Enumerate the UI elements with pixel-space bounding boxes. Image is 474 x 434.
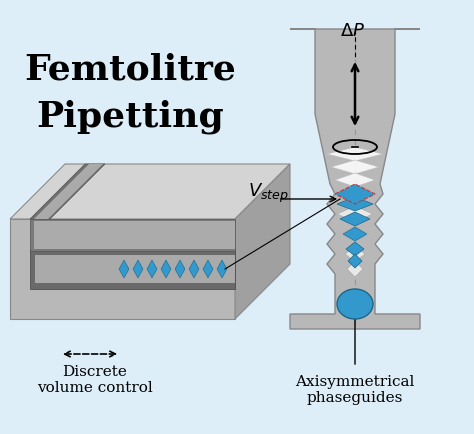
Polygon shape — [217, 260, 227, 278]
Polygon shape — [30, 250, 235, 289]
Polygon shape — [333, 187, 377, 203]
Polygon shape — [30, 164, 105, 220]
Polygon shape — [335, 184, 375, 204]
Polygon shape — [335, 174, 375, 187]
Text: Axisymmetrical
phaseguides: Axisymmetrical phaseguides — [295, 374, 415, 404]
Polygon shape — [203, 260, 213, 278]
Text: $V_{step}$: $V_{step}$ — [248, 181, 289, 204]
Polygon shape — [235, 164, 290, 319]
Polygon shape — [331, 161, 379, 174]
Text: $\Delta P$: $\Delta P$ — [340, 22, 365, 40]
Polygon shape — [10, 220, 235, 319]
Polygon shape — [345, 247, 365, 263]
Text: Discrete
volume control: Discrete volume control — [37, 364, 153, 395]
Polygon shape — [327, 148, 383, 161]
Polygon shape — [34, 164, 103, 220]
Polygon shape — [10, 164, 290, 220]
Polygon shape — [347, 261, 363, 277]
Text: Femtolitre: Femtolitre — [24, 52, 236, 86]
Polygon shape — [337, 207, 373, 223]
Polygon shape — [189, 260, 199, 278]
Polygon shape — [290, 30, 420, 329]
Polygon shape — [133, 260, 143, 278]
Polygon shape — [343, 227, 367, 241]
Polygon shape — [175, 260, 185, 278]
Polygon shape — [346, 243, 364, 256]
Polygon shape — [161, 260, 171, 278]
Polygon shape — [119, 260, 129, 278]
Polygon shape — [340, 213, 370, 227]
Polygon shape — [30, 220, 235, 251]
Polygon shape — [348, 254, 362, 268]
Polygon shape — [35, 256, 235, 283]
Ellipse shape — [337, 289, 373, 319]
Text: Pipetting: Pipetting — [36, 100, 224, 134]
Polygon shape — [147, 260, 157, 278]
Polygon shape — [341, 227, 369, 243]
Polygon shape — [34, 221, 235, 250]
Polygon shape — [337, 197, 373, 211]
